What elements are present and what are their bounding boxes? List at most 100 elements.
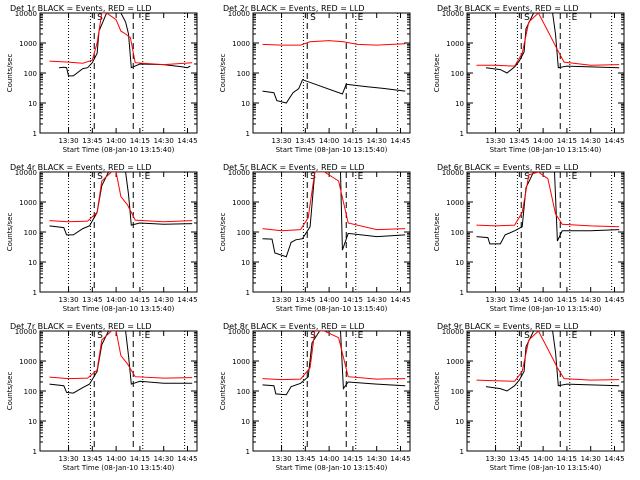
panel-title: Det 6r BLACK = Events, RED = LLD <box>437 163 579 172</box>
x-tick-label: 13:30 <box>485 296 505 304</box>
y-tick-label: 1 <box>33 448 37 456</box>
y-tick-label: 1000 <box>232 40 250 48</box>
x-axis-label: Start Time (08-Jan-10 13:15:40) <box>490 146 602 154</box>
y-tick-label: 10000 <box>442 169 464 177</box>
y-tick-label: 10000 <box>442 328 464 336</box>
plot-panel: 1 10 100 1000 10000 13:30 13:45 14:00 14:15 14:30… <box>6 322 198 472</box>
x-tick-label: 13:30 <box>58 455 78 463</box>
panel-title: Det 2r BLACK = Events, RED = LLD <box>223 4 365 13</box>
x-tick-label: 13:45 <box>509 455 529 463</box>
y-tick-label: 10 <box>455 100 464 108</box>
panel-title: Det 3r BLACK = Events, RED = LLD <box>437 4 579 13</box>
x-tick-label: 14:30 <box>581 455 601 463</box>
x-tick-label: 14:15 <box>343 455 363 463</box>
plot-panel: 1 10 100 1000 10000 13:30 13:45 14:00 14:15 14:30… <box>6 163 198 313</box>
y-tick-label: 10 <box>455 418 464 426</box>
end-marker-label: E <box>358 172 364 182</box>
y-axis-label: Counts/sec <box>6 372 14 411</box>
plot-frame <box>39 330 198 452</box>
plot-panel: 1 10 100 1000 10000 13:30 13:45 14:00 14:15 14:30… <box>219 4 411 154</box>
y-axis-label: Counts/sec <box>433 213 441 252</box>
start-marker-label: S <box>97 13 103 23</box>
y-tick-label: 1 <box>246 448 250 456</box>
events-series-line <box>262 172 406 258</box>
x-tick-label: 14:45 <box>390 455 410 463</box>
x-tick-label: 14:00 <box>106 296 126 304</box>
x-tick-label: 14:00 <box>319 296 339 304</box>
events-series-line <box>262 79 406 104</box>
y-tick-label: 100 <box>451 70 464 78</box>
y-tick-label: 1 <box>460 289 464 297</box>
x-tick-label: 13:30 <box>271 455 291 463</box>
start-marker-label: S <box>97 331 103 341</box>
y-tick-label: 1000 <box>232 199 250 207</box>
x-tick-label: 14:45 <box>390 296 410 304</box>
x-tick-label: 14:00 <box>533 455 553 463</box>
x-tick-label: 14:30 <box>367 455 387 463</box>
plot-frame <box>466 330 625 452</box>
plot-panel: 1 10 100 1000 10000 13:30 13:45 14:00 14:15 14:30… <box>6 4 198 154</box>
x-tick-label: 13:45 <box>295 296 315 304</box>
x-tick-label: 14:30 <box>581 137 601 145</box>
y-tick-label: 100 <box>451 388 464 396</box>
x-tick-label: 14:45 <box>177 455 197 463</box>
x-tick-label: 14:00 <box>319 137 339 145</box>
y-tick-label: 1000 <box>446 358 464 366</box>
lld-series-line <box>262 172 406 232</box>
y-tick-label: 10000 <box>228 328 250 336</box>
y-tick-label: 10 <box>455 259 464 267</box>
plot-frame <box>39 171 198 293</box>
y-axis-label: Counts/sec <box>219 54 227 93</box>
lld-series-line <box>49 172 193 223</box>
x-tick-label: 14:45 <box>390 137 410 145</box>
plot-panel: 1 10 100 1000 10000 13:30 13:45 14:00 14:15 14:30… <box>219 163 411 313</box>
x-axis-label: Start Time (08-Jan-10 13:15:40) <box>63 464 175 472</box>
y-axis-label: Counts/sec <box>433 54 441 93</box>
y-tick-label: 1000 <box>19 199 37 207</box>
y-tick-label: 100 <box>24 388 37 396</box>
y-tick-label: 10000 <box>15 10 37 18</box>
end-marker-label: E <box>358 331 364 341</box>
x-tick-label: 14:15 <box>557 137 577 145</box>
x-tick-label: 13:30 <box>485 137 505 145</box>
y-tick-label: 10000 <box>15 169 37 177</box>
y-tick-label: 10000 <box>15 328 37 336</box>
x-axis-label: Start Time (08-Jan-10 13:15:40) <box>276 464 388 472</box>
x-tick-label: 14:15 <box>557 455 577 463</box>
x-tick-label: 14:45 <box>604 296 624 304</box>
lld-series-line <box>262 40 406 46</box>
x-tick-label: 14:45 <box>177 296 197 304</box>
x-tick-label: 14:00 <box>533 296 553 304</box>
x-tick-label: 14:00 <box>533 137 553 145</box>
start-marker-label: S <box>524 331 530 341</box>
lld-series-line <box>49 331 193 380</box>
end-marker-label: E <box>572 331 578 341</box>
x-tick-label: 14:15 <box>557 296 577 304</box>
events-series-line <box>485 13 620 74</box>
x-tick-label: 14:00 <box>106 455 126 463</box>
x-tick-label: 13:45 <box>295 137 315 145</box>
y-axis-label: Counts/sec <box>219 372 227 411</box>
x-tick-label: 14:30 <box>154 455 174 463</box>
y-tick-label: 100 <box>237 388 250 396</box>
plot-panel: 1 10 100 1000 10000 13:30 13:45 14:00 14:15 14:30… <box>219 322 411 472</box>
plot-frame <box>252 12 411 134</box>
plot-panel: 1 10 100 1000 10000 13:30 13:45 14:00 14:15 14:30… <box>433 163 625 313</box>
start-marker-label: S <box>524 172 530 182</box>
plot-frame <box>466 12 625 134</box>
y-tick-label: 1000 <box>446 40 464 48</box>
y-tick-label: 100 <box>237 229 250 237</box>
lld-series-line <box>476 331 620 382</box>
plot-panel: 1 10 100 1000 10000 13:30 13:45 14:00 14:15 14:30… <box>433 322 625 472</box>
y-tick-label: 1000 <box>446 199 464 207</box>
x-axis-label: Start Time (08-Jan-10 13:15:40) <box>63 146 175 154</box>
plot-frame <box>252 171 411 293</box>
y-tick-label: 1 <box>460 448 464 456</box>
panel-title: Det 4r BLACK = Events, RED = LLD <box>10 163 152 172</box>
end-marker-label: E <box>572 13 578 23</box>
plot-frame <box>466 171 625 293</box>
x-tick-label: 14:30 <box>154 137 174 145</box>
y-axis-label: Counts/sec <box>6 54 14 93</box>
x-tick-label: 13:30 <box>58 296 78 304</box>
